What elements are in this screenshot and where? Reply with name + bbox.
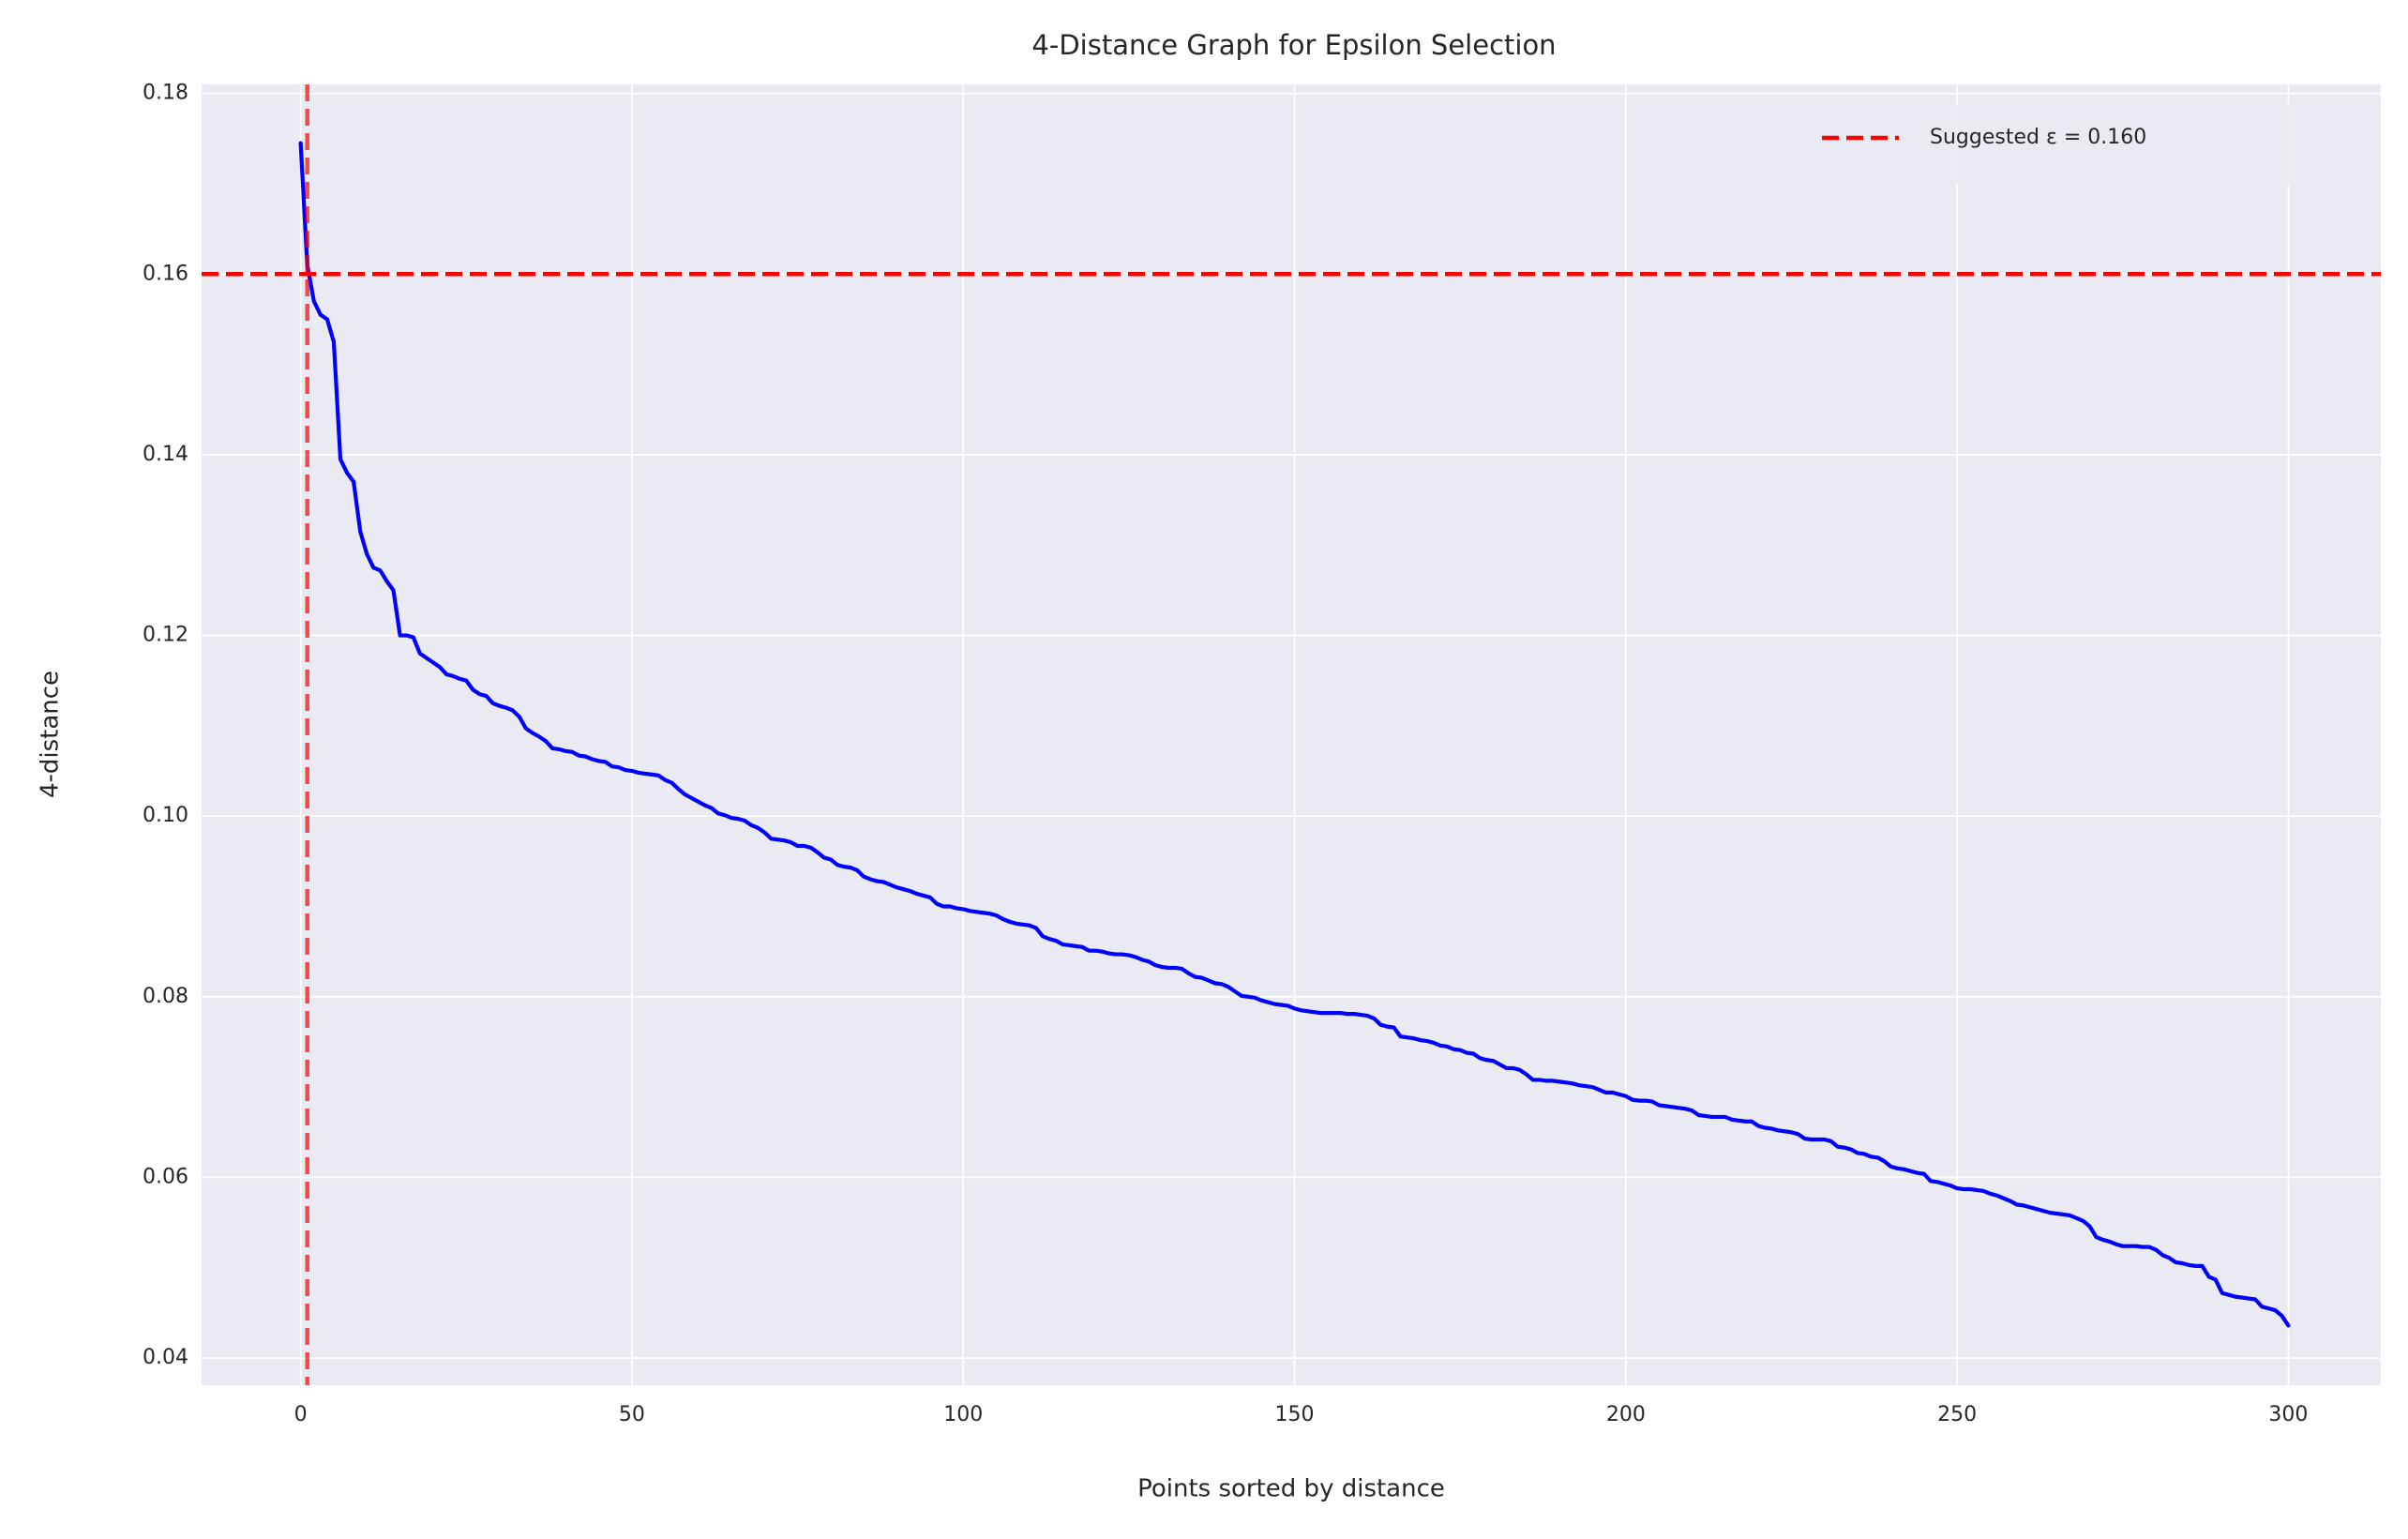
y-axis-label: 4-distance (37, 671, 65, 798)
y-tick-label: 0.14 (143, 443, 188, 466)
y-tick-label: 0.16 (143, 262, 188, 285)
x-axis-label: Points sorted by distance (1137, 1475, 1445, 1503)
y-tick-label: 0.06 (143, 1165, 188, 1188)
labels: 0.04 0.06 0.08 0.10 0.12 0.14 0.16 0.18 0 50 100 15… (143, 82, 2365, 1426)
x-tick-label: 150 (1275, 1403, 1315, 1426)
x-tick-label: 300 (2268, 1403, 2308, 1426)
plot-area (202, 84, 2381, 1385)
marks (202, 84, 2381, 1385)
y-tick-label: 0.18 (143, 82, 188, 105)
data-line (298, 141, 2291, 1328)
x-tick-label: 200 (1606, 1403, 1646, 1426)
grid (202, 84, 2381, 1385)
legend-label: Suggested ε = 0.160 (1930, 126, 2146, 149)
y-tick-label: 0.10 (143, 804, 188, 827)
x-tick-label: 100 (943, 1403, 983, 1426)
x-tick-label: 0 (294, 1403, 308, 1426)
y-tick-label: 0.12 (143, 624, 188, 647)
x-tick-label: 50 (619, 1403, 645, 1426)
x-tick-label: 250 (1937, 1403, 1977, 1426)
chart-title: 4-Distance Graph for Epsilon Selection (1031, 29, 1556, 61)
y-tick-label: 0.08 (143, 985, 188, 1008)
legend-box (1800, 104, 2365, 185)
y-tick-label: 0.04 (143, 1346, 188, 1369)
